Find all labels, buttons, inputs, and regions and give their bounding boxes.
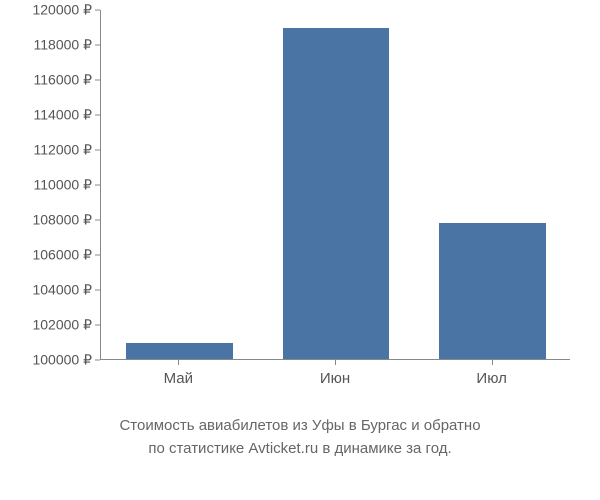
y-axis: 100000 ₽102000 ₽104000 ₽106000 ₽108000 ₽…: [0, 10, 100, 360]
y-tick-label: 120000 ₽: [32, 2, 92, 19]
x-tick-mark: [178, 360, 179, 365]
y-tick-label: 112000 ₽: [34, 142, 92, 159]
x-tick-label: Июн: [320, 370, 350, 387]
x-tick-label: Май: [164, 370, 193, 387]
chart-container: 100000 ₽ 102000 ₽ 104000 ₽ 106000 ₽ 108000 ₽…: [0, 0, 600, 500]
bar: [283, 28, 390, 359]
bar: [439, 223, 546, 360]
y-tick-label: 104000 ₽: [32, 282, 92, 299]
y-tick-label: 102000 ₽: [32, 317, 92, 334]
x-tick-mark: [492, 360, 493, 365]
y-tick-label: 116000 ₽: [34, 72, 92, 89]
x-tick-mark: [335, 360, 336, 365]
y-tick-label: 106000 ₽: [32, 247, 92, 264]
y-tick-label: 114000 ₽: [34, 107, 92, 124]
y-tick-label: 118000 ₽: [34, 37, 92, 54]
y-tick-label: 110000 ₽: [34, 177, 92, 194]
bar: [126, 343, 233, 359]
x-axis: Май Июн Июл: [100, 360, 570, 390]
caption-line-2: по статистике Avticket.ru в динамике за …: [0, 438, 600, 461]
x-tick-label: Июл: [476, 370, 506, 387]
caption-line-1: Стоимость авиабилетов из Уфы в Бургас и …: [0, 415, 600, 438]
y-tick-label: 108000 ₽: [32, 212, 92, 229]
chart-caption: Стоимость авиабилетов из Уфы в Бургас и …: [0, 415, 600, 460]
y-tick-label: 100000 ₽: [32, 352, 92, 369]
plot-area: [100, 10, 570, 360]
